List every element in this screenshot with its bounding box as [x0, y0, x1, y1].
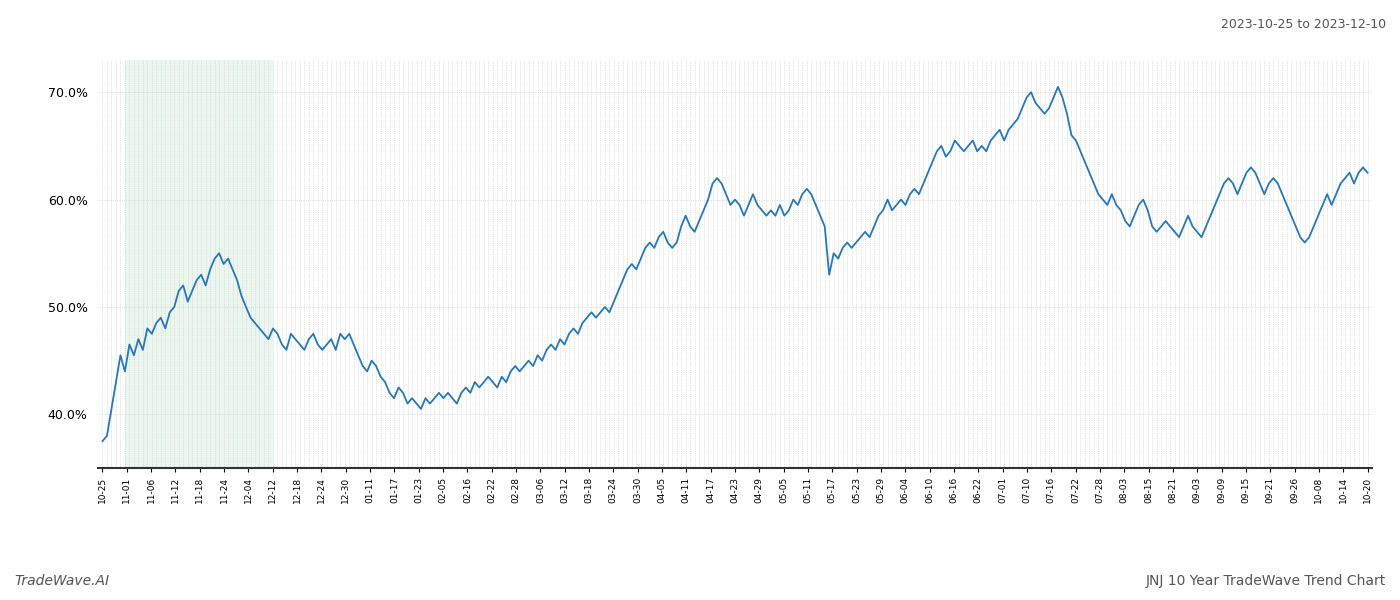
Text: JNJ 10 Year TradeWave Trend Chart: JNJ 10 Year TradeWave Trend Chart: [1145, 574, 1386, 588]
Bar: [125, 60, 273, 468]
Text: TradeWave.AI: TradeWave.AI: [14, 574, 109, 588]
Text: 2023-10-25 to 2023-12-10: 2023-10-25 to 2023-12-10: [1221, 18, 1386, 31]
